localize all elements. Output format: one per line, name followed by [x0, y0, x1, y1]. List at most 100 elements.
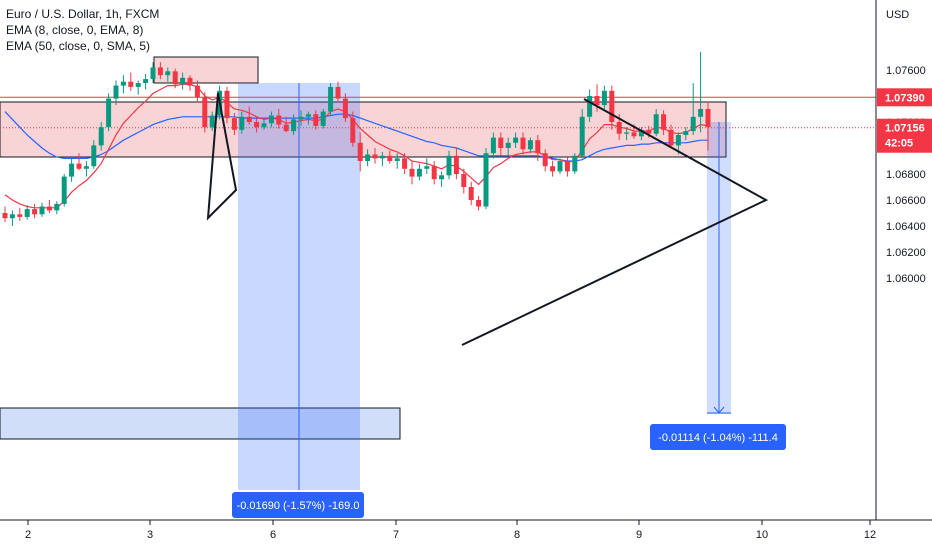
candle-body — [668, 129, 674, 146]
candle-body — [409, 168, 415, 177]
candle-body — [653, 114, 659, 134]
candle-body — [365, 154, 371, 161]
last-price-text: 1.07156 — [885, 123, 925, 135]
candle-body — [690, 116, 696, 132]
candle-body — [128, 81, 134, 87]
candle-body — [698, 109, 704, 117]
ema50-line — [4, 111, 708, 162]
candle-body — [180, 77, 186, 85]
top-supply-zone — [153, 56, 259, 84]
candle-body — [550, 166, 556, 172]
candle-body — [527, 140, 533, 150]
candle-body — [520, 137, 526, 150]
candle-body — [564, 161, 570, 172]
candle-body — [224, 90, 230, 119]
candle-body — [416, 168, 422, 177]
candle-body — [379, 155, 385, 159]
candle-body — [305, 114, 311, 117]
last-price-tag — [877, 118, 932, 153]
candle-body — [609, 90, 615, 122]
small-triangle-pattern — [206, 92, 238, 221]
candle-body — [298, 116, 304, 120]
candle-body — [283, 124, 289, 132]
candle-body — [17, 214, 23, 217]
candle-body — [313, 114, 319, 126]
candle-body — [120, 81, 126, 86]
price-tick-label: 1.06400 — [886, 221, 926, 233]
candle-body — [98, 127, 104, 146]
candle-body — [187, 77, 193, 86]
legend-ema8: EMA (8, close, 0, EMA, 8) — [6, 23, 144, 37]
candle-body — [24, 209, 30, 217]
time-tick-label: 2 — [25, 529, 31, 541]
candle-body — [542, 153, 548, 167]
candle-body — [557, 161, 563, 172]
price-tick-label: 1.07600 — [886, 65, 926, 77]
candle-body — [61, 176, 67, 204]
candle-body — [335, 86, 341, 99]
legend-ema50: EMA (50, close, 0, SMA, 5) — [6, 39, 151, 53]
candle-body — [113, 85, 119, 99]
price-tick-label: 1.06600 — [886, 195, 926, 207]
candle-body — [157, 67, 163, 76]
candle-body — [328, 86, 334, 112]
candle-body — [461, 174, 467, 187]
candle-body — [587, 96, 593, 117]
price-tick-label: 1.06000 — [886, 273, 926, 285]
candle-body — [76, 163, 82, 169]
candle-body — [579, 116, 585, 156]
candle-body — [261, 123, 267, 128]
candle-body — [268, 115, 274, 124]
currency-label: USD — [886, 9, 909, 21]
candle-body — [402, 158, 408, 169]
demand-zone — [0, 407, 401, 440]
candle-body — [394, 158, 400, 161]
candle-body — [150, 67, 156, 80]
measure-label-right: -0.01114 (-1.04%) -111.4 — [658, 432, 778, 444]
measure-label-left-bg — [232, 492, 364, 518]
candle-body — [143, 79, 149, 83]
candle-body — [165, 71, 171, 76]
time-tick-label: 7 — [393, 529, 399, 541]
candle-body — [535, 140, 541, 154]
candle-body — [490, 137, 496, 154]
candle-body — [638, 129, 644, 137]
candle-body — [439, 175, 445, 180]
price-tick-label: 1.06800 — [886, 169, 926, 181]
candle-body — [387, 155, 393, 161]
candle-body — [54, 203, 60, 211]
candle-body — [239, 116, 245, 130]
candle-body — [342, 98, 348, 119]
level-price-text: 1.07390 — [885, 92, 925, 104]
candle-body — [683, 131, 689, 135]
time-tick-label: 12 — [864, 529, 876, 541]
candle-body — [631, 132, 637, 137]
measure-label-right-bg — [650, 424, 786, 450]
candle-body — [601, 90, 607, 106]
candle-body — [350, 118, 356, 143]
time-tick-label: 6 — [270, 529, 276, 541]
candle-body — [446, 155, 452, 176]
chart-legend: Euro / U.S. Dollar, 1h, FXCM EMA (8, clo… — [6, 6, 159, 54]
price-tick-label: 1.06200 — [886, 247, 926, 259]
symmetric-triangle-pattern — [461, 98, 769, 346]
candle-body — [209, 115, 215, 128]
candle-body — [453, 155, 459, 174]
candle-body — [91, 145, 97, 167]
candle-body — [646, 129, 652, 134]
candle-body — [624, 132, 630, 134]
candle-body — [431, 166, 437, 180]
candle-body — [32, 209, 38, 215]
time-tick-label: 10 — [756, 529, 768, 541]
candle-body — [572, 155, 578, 172]
candle-body — [675, 135, 681, 146]
candle-body — [83, 166, 89, 169]
candle-body — [513, 137, 519, 143]
candle-body — [498, 137, 504, 148]
candles-group — [2, 51, 711, 226]
candle-body — [231, 118, 237, 130]
candle-body — [2, 213, 8, 219]
candle-body — [46, 206, 52, 211]
